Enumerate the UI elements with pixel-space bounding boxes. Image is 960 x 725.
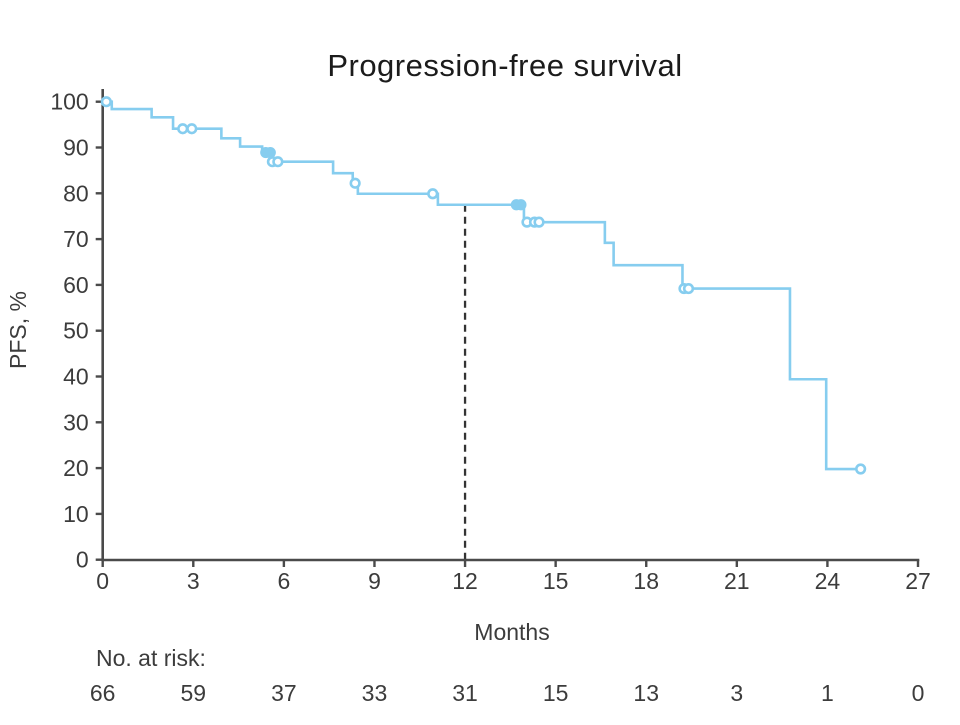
y-tick-label: 100 bbox=[50, 89, 88, 115]
x-tick-label: 15 bbox=[543, 568, 569, 594]
censor-marks bbox=[100, 96, 867, 475]
censor-mark bbox=[533, 216, 545, 228]
x-axis-label: Months bbox=[474, 619, 549, 645]
at-risk-count: 3 bbox=[730, 680, 743, 706]
at-risk-count: 37 bbox=[271, 680, 297, 706]
y-axis: 0 10 20 30 40 50 60 70 80 90 100 bbox=[50, 89, 104, 573]
censor-mark bbox=[682, 282, 695, 295]
y-axis-label: PFS, % bbox=[5, 291, 31, 369]
at-risk-counts: 66 59 37 33 31 15 13 3 1 0 bbox=[90, 680, 924, 706]
x-tick-label: 9 bbox=[368, 568, 381, 594]
y-tick-label: 70 bbox=[63, 226, 89, 252]
at-risk-count: 1 bbox=[821, 680, 834, 706]
x-tick-label: 6 bbox=[277, 568, 290, 594]
y-tick-label: 60 bbox=[63, 272, 89, 298]
y-tick-label: 50 bbox=[63, 318, 89, 344]
censor-mark bbox=[515, 199, 527, 211]
y-tick-label: 40 bbox=[63, 364, 89, 390]
at-risk-count: 15 bbox=[543, 680, 569, 706]
at-risk-count: 31 bbox=[452, 680, 478, 706]
x-tick-label: 3 bbox=[187, 568, 200, 594]
censor-mark bbox=[855, 463, 867, 475]
at-risk-count: 66 bbox=[90, 680, 116, 706]
at-risk-count: 59 bbox=[180, 680, 206, 706]
y-tick-label: 80 bbox=[63, 180, 89, 206]
at-risk-count: 0 bbox=[912, 680, 925, 706]
censor-mark bbox=[186, 123, 198, 135]
x-tick-label: 21 bbox=[724, 568, 750, 594]
at-risk-label: No. at risk: bbox=[96, 645, 206, 671]
censor-mark bbox=[272, 156, 284, 168]
y-tick-label: 90 bbox=[63, 135, 89, 161]
censor-mark bbox=[177, 123, 189, 135]
y-tick-label: 30 bbox=[63, 409, 89, 435]
x-tick-label: 0 bbox=[96, 568, 109, 594]
y-tick-label: 0 bbox=[76, 547, 89, 573]
x-tick-label: 18 bbox=[633, 568, 659, 594]
km-curve bbox=[102, 100, 863, 471]
y-tick-label: 10 bbox=[63, 501, 89, 527]
censor-mark bbox=[264, 146, 276, 159]
x-axis: 0 3 6 9 12 15 18 21 24 27 bbox=[96, 558, 931, 594]
at-risk-count: 13 bbox=[633, 680, 659, 706]
y-tick-label: 20 bbox=[63, 455, 89, 481]
chart-title: Progression-free survival bbox=[327, 48, 682, 83]
at-risk-count: 33 bbox=[362, 680, 388, 706]
censor-mark bbox=[427, 188, 439, 200]
censor-mark bbox=[349, 177, 361, 189]
x-tick-label: 12 bbox=[452, 568, 478, 594]
censor-mark bbox=[100, 96, 112, 108]
x-tick-label: 24 bbox=[815, 568, 841, 594]
x-tick-label: 27 bbox=[905, 568, 931, 594]
